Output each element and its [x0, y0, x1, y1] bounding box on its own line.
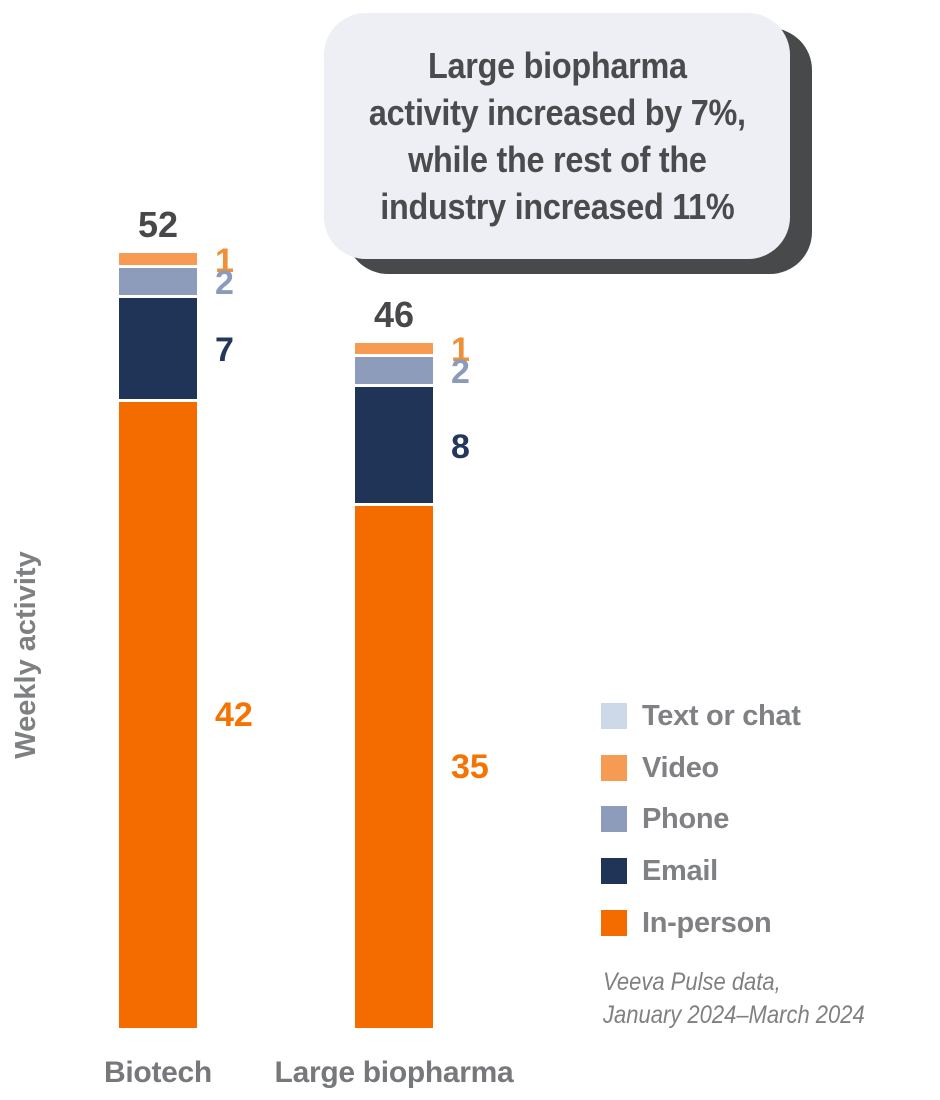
source-line-2: January 2024–March 2024: [603, 1001, 865, 1029]
callout-text: Large biopharma activity increased by 7%…: [368, 45, 746, 227]
segment-value-label: 2: [215, 264, 234, 302]
segment-value-label: 8: [451, 427, 470, 466]
bar-large-biopharma: [355, 342, 433, 1028]
bar-segment-in-person: [119, 402, 197, 1028]
legend-swatch-phone: [601, 806, 627, 833]
legend-label: In-person: [642, 906, 772, 939]
legend-label: Video: [642, 751, 719, 784]
bar-segment-phone: [355, 357, 433, 385]
legend-label: Phone: [642, 803, 730, 836]
segment-value-label: 35: [451, 748, 489, 787]
callout-box: Large biopharma activity increased by 7%…: [324, 13, 790, 259]
legend-label: Text or chat: [642, 700, 801, 732]
bar-segment-email: [355, 387, 433, 504]
legend-label: Email: [642, 855, 718, 888]
source-line-1: Veeva Pulse data,: [603, 968, 781, 996]
source-note: Veeva Pulse data, January 2024–March 202…: [603, 966, 865, 1032]
legend-swatch-in-person: [601, 909, 627, 936]
category-label-biotech: Biotech: [104, 1056, 212, 1089]
segment-value-label: 1: [215, 241, 234, 280]
bar-total-label: 52: [137, 204, 179, 246]
legend-swatch-text-or-chat: [601, 703, 627, 729]
segment-value-label: 42: [215, 696, 253, 735]
legend-swatch-email: [601, 858, 627, 885]
segment-value-label: 1: [451, 331, 470, 370]
bar-total-label: 46: [373, 293, 415, 335]
bar-segment-in-person: [355, 506, 433, 1028]
bar-segment-phone: [119, 268, 197, 295]
bar-segment-video: [355, 342, 433, 355]
segment-value-label: 7: [215, 331, 234, 370]
bar-segment-email: [119, 297, 197, 400]
bar-biotech: [119, 253, 197, 1028]
legend-swatch-video: [601, 754, 627, 781]
category-label-large-biopharma: Large biopharma: [274, 1056, 514, 1089]
segment-value-label: 2: [451, 353, 470, 392]
bar-segment-video: [119, 253, 197, 266]
